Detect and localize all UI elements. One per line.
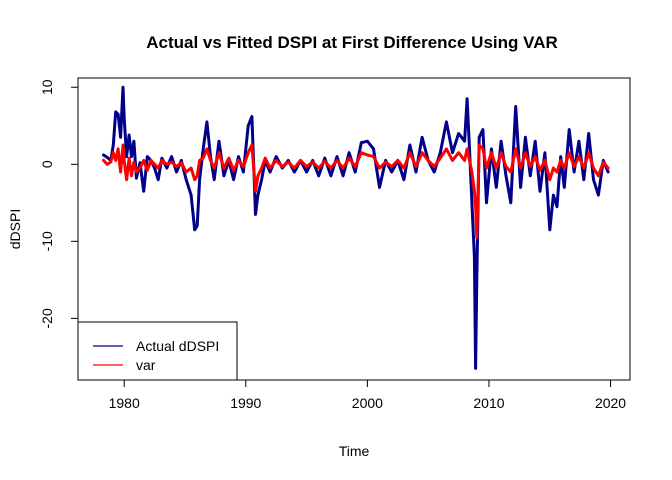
series-layer (102, 85, 610, 370)
x-axis: 1980 1990 2000 2010 2020 (109, 379, 626, 411)
legend-label-actual: Actual dDSPI (136, 338, 219, 354)
y-axis: 10 0 -10 -20 (39, 79, 79, 328)
y-tick-label: -20 (39, 308, 55, 328)
chart-title: Actual vs Fitted DSPI at First Differenc… (146, 33, 558, 52)
x-tick-label: 2000 (352, 395, 383, 411)
x-tick-label: 2010 (473, 395, 504, 411)
y-axis-label: dDSPI (7, 209, 23, 249)
legend-label-var: var (136, 357, 156, 373)
x-axis-label: Time (339, 443, 370, 459)
y-tick-label: 0 (39, 160, 55, 168)
x-tick-label: 2020 (595, 395, 626, 411)
legend-box (77, 321, 238, 381)
series-line-var (102, 143, 610, 239)
y-tick-label: 10 (39, 79, 55, 95)
x-tick-label: 1990 (230, 395, 261, 411)
x-tick-label: 1980 (109, 395, 140, 411)
legend: Actual dDSPI var (77, 321, 238, 381)
y-tick-label: -10 (39, 231, 55, 251)
